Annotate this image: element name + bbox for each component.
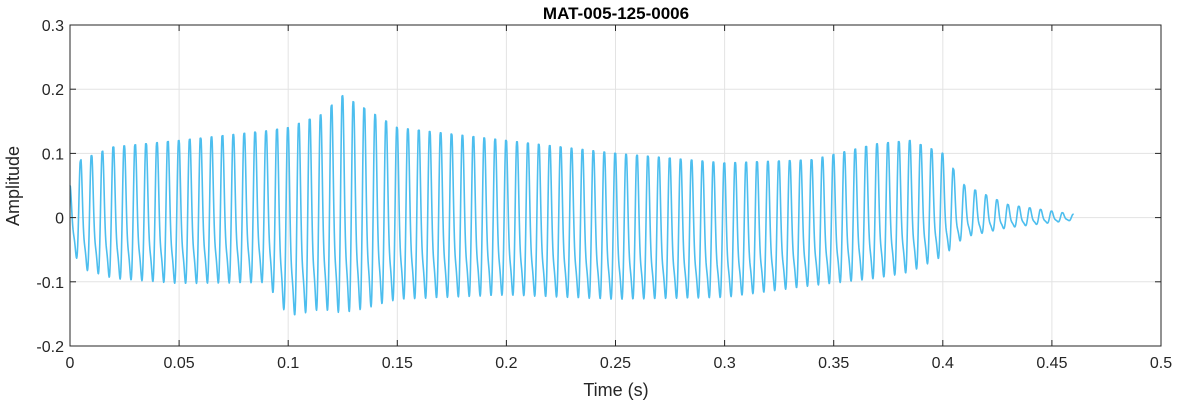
x-tick-label: 0.35: [818, 355, 849, 372]
plot-area: [69, 94, 1075, 316]
x-tick-label: 0.15: [382, 355, 413, 372]
chart-title: MAT-005-125-0006: [543, 4, 689, 23]
x-axis-ticks: 0 0.05 0.1 0.15 0.2 0.25 0.3 0.35 0.4 0.45 0.5: [66, 25, 1172, 372]
y-tick-label: 0.1: [42, 146, 64, 163]
y-tick-label: 0.2: [42, 82, 64, 99]
x-tick-label: 0.2: [495, 355, 517, 372]
y-axis-ticks: -0.2 -0.1 0 0.1 0.2 0.3: [36, 18, 1161, 356]
series-line: [69, 94, 1075, 316]
x-tick-label: 0.5: [1150, 355, 1172, 372]
x-axis-label: Time (s): [583, 380, 648, 400]
x-tick-label: 0.45: [1036, 355, 1067, 372]
x-tick-label: 0.3: [713, 355, 735, 372]
y-tick-label: 0.3: [42, 18, 64, 35]
x-tick-label: 0.05: [164, 355, 195, 372]
y-axis-label: Amplitude: [3, 146, 23, 226]
x-tick-label: 0.25: [600, 355, 631, 372]
x-tick-label: 0: [66, 355, 75, 372]
x-tick-label: 0.1: [277, 355, 299, 372]
y-tick-label: 0: [55, 211, 64, 228]
y-tick-label: -0.1: [36, 275, 64, 292]
y-tick-label: -0.2: [36, 339, 64, 356]
x-tick-label: 0.4: [932, 355, 954, 372]
grid: [69, 24, 1162, 347]
